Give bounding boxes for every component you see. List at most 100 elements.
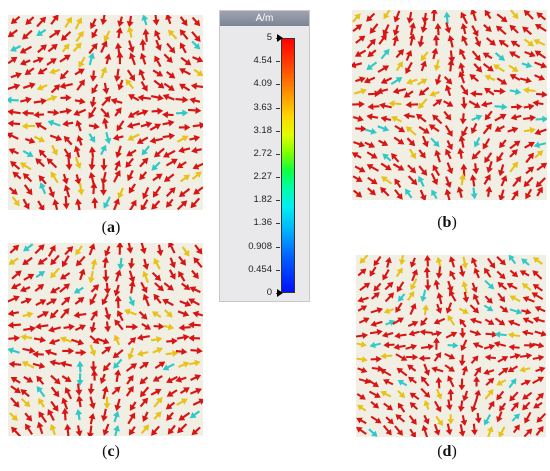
field-arrow-icon (521, 329, 534, 337)
field-arrow-icon (176, 333, 190, 341)
field-arrow-icon (123, 308, 137, 316)
field-arrow-icon (521, 308, 532, 315)
field-arrow-icon (535, 90, 547, 98)
field-arrow-icon (113, 334, 121, 346)
field-arrow-icon (534, 74, 546, 81)
field-arrow-icon (367, 103, 380, 111)
field-arrow-icon (21, 361, 35, 369)
field-arrow-icon (190, 374, 202, 381)
field-arrow-icon (433, 337, 440, 350)
field-arrow-icon (510, 113, 522, 121)
field-arrow-icon (49, 359, 61, 367)
field-arrow-icon (19, 285, 31, 293)
field-arrow-icon (178, 255, 187, 266)
field-arrow-icon (127, 40, 135, 53)
field-arrow-icon (423, 400, 431, 410)
field-arrow-icon (510, 402, 519, 412)
field-arrow-icon (104, 321, 112, 333)
field-arrow-icon (494, 113, 507, 122)
field-arrow-icon (536, 162, 547, 171)
field-arrow-icon (36, 386, 46, 398)
field-arrow-icon (101, 385, 109, 400)
field-arrow-icon (510, 40, 521, 48)
field-arrow-icon (364, 141, 376, 148)
field-arrow-icon (179, 29, 189, 40)
field-arrow-icon (418, 86, 430, 96)
field-arrow-icon (114, 398, 122, 412)
field-arrow-icon (117, 79, 124, 91)
field-arrow-icon (532, 270, 543, 280)
field-arrow-icon (373, 255, 382, 267)
field-arrow-icon (460, 11, 469, 25)
field-arrow-icon (448, 290, 457, 302)
field-arrow-icon (177, 423, 188, 434)
field-arrow-icon (482, 138, 491, 150)
field-arrow-icon (369, 23, 379, 34)
field-plot-a (8, 15, 203, 210)
field-arrow-icon (407, 364, 417, 372)
panel-label-d: (d) (437, 443, 457, 460)
field-arrow-icon (424, 255, 432, 267)
field-arrow-icon (168, 269, 176, 280)
field-arrow-icon (116, 243, 124, 255)
field-arrow-icon (8, 108, 21, 116)
field-arrow-icon (524, 411, 532, 424)
field-arrow-icon (78, 268, 86, 281)
field-arrow-icon (63, 135, 73, 146)
field-arrow-icon (532, 316, 545, 323)
field-arrow-icon (384, 281, 394, 291)
field-arrow-icon (162, 93, 175, 101)
field-arrow-icon (407, 376, 417, 384)
field-arrow-icon (377, 65, 390, 73)
legend-tick-mark (276, 84, 280, 86)
field-arrow-icon (420, 343, 434, 351)
field-arrow-icon (433, 59, 441, 72)
field-arrow-icon (485, 37, 496, 46)
field-arrow-icon (87, 383, 95, 395)
field-arrow-icon (21, 122, 36, 130)
field-arrow-icon (8, 96, 19, 104)
field-arrow-icon (471, 25, 479, 37)
field-arrow-icon (165, 187, 176, 198)
field-arrow-icon (509, 51, 521, 59)
field-arrow-icon (113, 68, 121, 82)
field-arrow-icon (435, 266, 443, 279)
field-arrow-icon (50, 374, 61, 385)
field-arrow-icon (125, 363, 138, 372)
field-arrow-icon (91, 84, 99, 95)
field-arrow-icon (460, 22, 468, 35)
field-arrow-icon (470, 10, 477, 22)
field-arrow-icon (152, 173, 163, 182)
field-arrow-icon (88, 42, 98, 55)
field-arrow-icon (75, 119, 83, 132)
field-arrow-icon (190, 82, 203, 90)
field-arrow-icon (71, 338, 85, 346)
field-arrow-icon (150, 94, 164, 101)
field-arrow-icon (110, 97, 123, 105)
field-arrow-icon (175, 96, 189, 104)
field-arrow-icon (102, 423, 110, 436)
field-arrow-icon (163, 323, 175, 331)
legend-tick-label: 0.454 (248, 263, 272, 275)
field-arrow-icon (115, 27, 123, 39)
field-arrow-icon (484, 295, 493, 304)
field-arrow-icon (100, 66, 108, 79)
field-arrow-icon (448, 256, 456, 268)
field-arrow-icon (356, 332, 369, 339)
field-arrow-icon (354, 49, 367, 57)
field-arrow-icon (444, 364, 455, 372)
max-marker-icon (277, 34, 283, 42)
field-arrow-icon (524, 50, 536, 58)
legend-tick-mark (276, 177, 280, 179)
field-arrow-icon (179, 42, 187, 54)
field-arrow-icon (494, 103, 508, 111)
field-arrow-icon (430, 137, 440, 148)
field-arrow-icon (507, 365, 519, 373)
field-arrow-icon (391, 115, 402, 123)
field-arrow-icon (73, 311, 87, 319)
field-arrow-icon (154, 282, 164, 292)
field-arrow-icon (397, 379, 408, 387)
field-arrow-icon (444, 352, 456, 360)
field-arrow-icon (181, 246, 190, 257)
field-arrow-icon (496, 256, 506, 266)
